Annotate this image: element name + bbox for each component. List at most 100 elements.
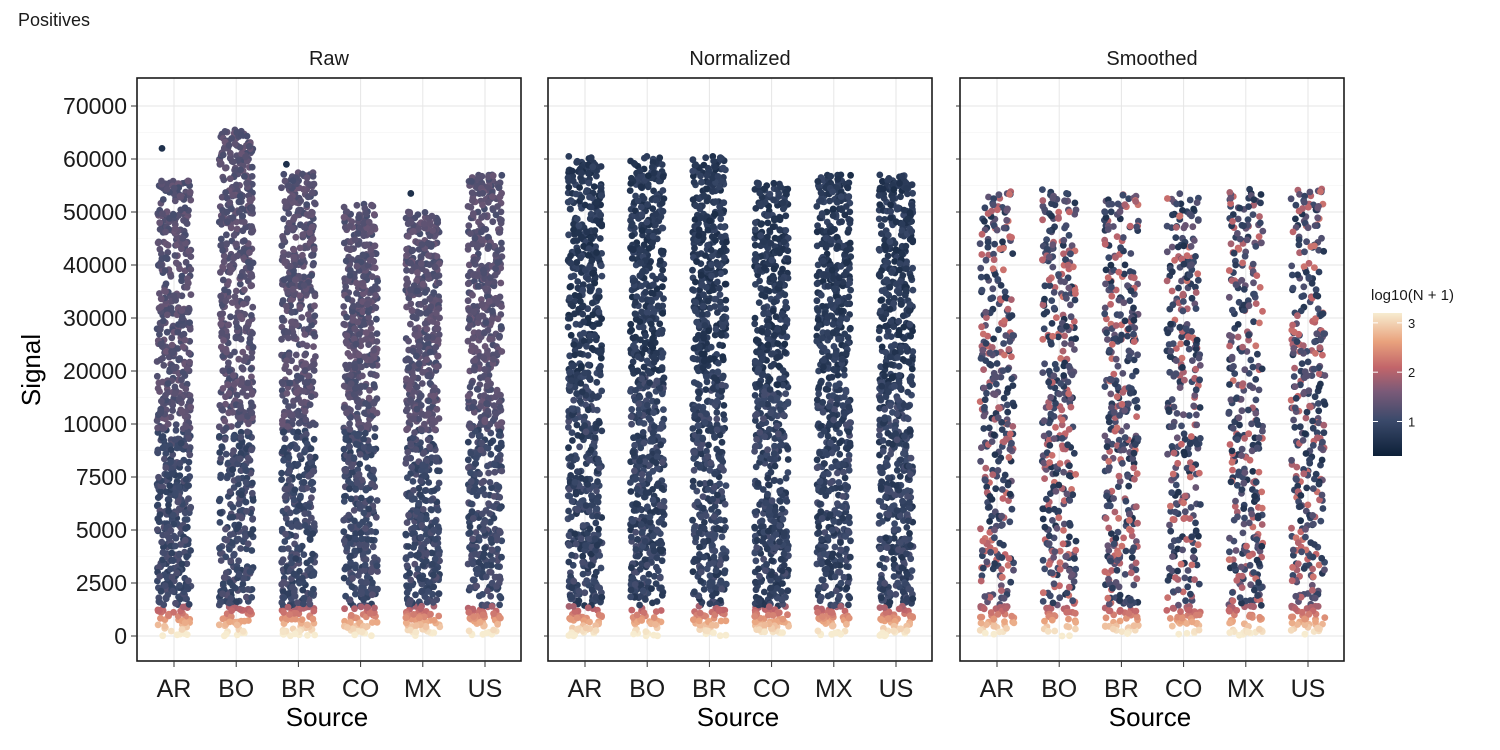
data-point	[357, 383, 365, 391]
data-point	[428, 560, 436, 568]
data-point	[220, 574, 228, 581]
data-point	[494, 315, 502, 323]
data-point	[465, 222, 473, 230]
data-point	[429, 227, 437, 234]
data-point	[402, 614, 410, 622]
data-point	[285, 368, 293, 376]
data-point	[233, 391, 241, 399]
data-point	[474, 282, 482, 290]
data-point	[285, 476, 293, 484]
data-point	[485, 469, 492, 477]
data-point	[581, 201, 589, 209]
data-point	[303, 378, 311, 386]
data-point	[598, 593, 606, 601]
data-point	[232, 181, 240, 189]
data-point	[295, 207, 302, 214]
data-point	[159, 433, 167, 440]
data-point	[428, 506, 435, 514]
data-point	[216, 519, 224, 526]
data-point	[226, 199, 234, 206]
data-point	[171, 252, 179, 259]
data-point	[467, 478, 475, 485]
data-point	[363, 300, 371, 308]
data-point	[573, 157, 581, 165]
data-point	[467, 500, 475, 508]
data-point	[406, 383, 413, 390]
data-point	[480, 520, 487, 528]
data-point	[249, 516, 256, 523]
data-point	[432, 309, 440, 317]
data-point	[485, 198, 492, 206]
data-point	[217, 557, 225, 564]
data-point	[186, 358, 194, 366]
data-point	[238, 491, 245, 499]
data-point	[430, 616, 438, 624]
data-point	[482, 319, 490, 326]
data-point	[341, 605, 348, 613]
data-point	[489, 172, 497, 180]
data-point	[303, 211, 311, 218]
data-point	[185, 495, 192, 502]
data-point	[592, 627, 600, 634]
data-point	[434, 352, 441, 360]
data-point	[164, 496, 172, 503]
data-point	[291, 615, 299, 623]
data-point	[351, 236, 359, 244]
data-point	[565, 177, 572, 185]
data-point	[417, 260, 425, 267]
data-point	[409, 478, 417, 485]
data-point	[593, 406, 601, 414]
data-point	[310, 330, 318, 338]
data-point	[219, 276, 227, 284]
data-point	[412, 591, 419, 599]
data-point	[170, 364, 178, 372]
data-point	[407, 300, 415, 308]
data-point	[478, 439, 486, 447]
data-point	[247, 312, 255, 319]
x-tick-label: AR	[157, 675, 192, 703]
data-point	[409, 313, 417, 321]
data-point	[153, 417, 161, 424]
data-point	[310, 571, 317, 579]
data-point	[479, 611, 487, 619]
data-point	[235, 535, 243, 543]
data-point	[565, 153, 573, 160]
data-point	[247, 365, 255, 373]
data-point	[363, 603, 371, 611]
data-point	[467, 450, 475, 457]
data-point	[242, 533, 250, 540]
data-point	[246, 142, 253, 150]
data-point	[299, 586, 307, 594]
data-point	[566, 294, 573, 302]
data-point	[471, 234, 479, 242]
data-point	[176, 582, 183, 589]
data-point	[568, 462, 575, 470]
data-point	[571, 530, 579, 538]
data-point	[493, 297, 501, 304]
data-point	[415, 551, 422, 558]
data-point	[248, 489, 256, 497]
data-point	[568, 405, 576, 412]
y-tick-label: 30000	[63, 305, 127, 331]
strip-bo	[215, 126, 257, 640]
data-point	[579, 552, 587, 560]
data-point	[240, 357, 248, 364]
y-tick-label: 5000	[76, 517, 127, 543]
data-point	[358, 363, 365, 371]
data-point	[217, 598, 224, 606]
data-point	[226, 531, 234, 539]
data-point	[350, 455, 358, 462]
y-tick-label: 20000	[63, 358, 127, 384]
data-point	[173, 569, 181, 577]
data-point	[241, 237, 248, 245]
data-point	[157, 587, 165, 595]
data-point	[582, 428, 590, 436]
data-point	[404, 448, 412, 456]
data-point	[298, 314, 306, 321]
data-point	[598, 387, 606, 395]
data-point	[489, 556, 496, 564]
data-point	[217, 292, 225, 300]
data-point	[296, 303, 304, 311]
data-point	[237, 335, 245, 343]
